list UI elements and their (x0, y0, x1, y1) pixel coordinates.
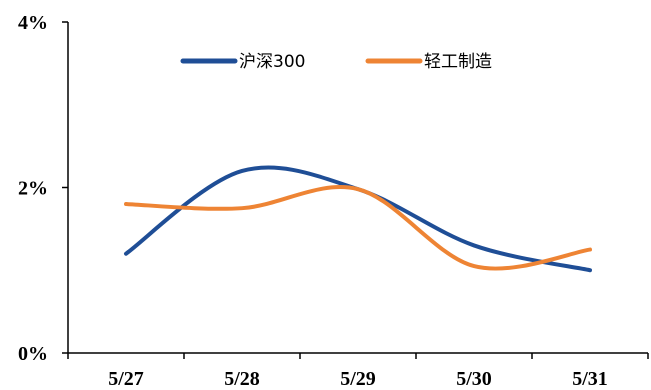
series-lines (124, 165, 592, 273)
y-tick-label: 4% (18, 12, 48, 34)
ticks: 0% 2% 4% 5/27 5/28 5/29 5/30 5/31 (18, 12, 649, 390)
x-tick-label: 5/29 (340, 368, 376, 390)
x-tick-label: 5/27 (108, 368, 144, 390)
x-tick-label: 5/31 (572, 368, 608, 390)
series-line-2 (124, 185, 592, 271)
y-tick-label: 0% (18, 343, 48, 365)
legend-label-2: 轻工制造 (424, 52, 492, 72)
x-tick-label: 5/30 (456, 368, 492, 390)
x-tick-label: 5/28 (224, 368, 260, 390)
series-line-1 (124, 165, 592, 273)
y-tick-label: 2% (18, 178, 48, 200)
legend: 沪深300 轻工制造 (180, 52, 492, 72)
legend-label-1: 沪深300 (239, 52, 305, 72)
